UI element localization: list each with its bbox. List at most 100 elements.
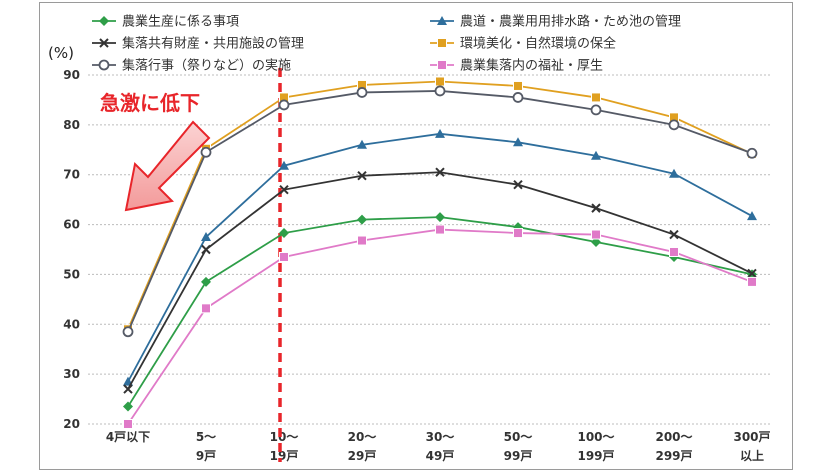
- data-point: [435, 224, 445, 235]
- y-tick-label: 30: [63, 367, 80, 381]
- y-unit-label: (%): [48, 44, 74, 62]
- data-point: [591, 150, 601, 160]
- y-tick-label: 90: [63, 68, 80, 82]
- data-point: [668, 119, 680, 131]
- data-point: [123, 419, 133, 429]
- data-point: [357, 235, 367, 246]
- series-lines: [122, 76, 758, 429]
- y-tick-label: 80: [63, 118, 80, 132]
- x-tick-label: 49戸: [426, 449, 455, 463]
- legend-label: 農業生産に係る事項: [122, 14, 239, 30]
- data-point: [99, 38, 109, 48]
- data-point: [357, 171, 367, 181]
- data-point: [669, 168, 679, 178]
- data-point: [201, 232, 211, 242]
- x-tick-label: 100～: [577, 430, 614, 444]
- data-point: [123, 384, 133, 394]
- series-line: [127, 171, 753, 390]
- gridlines: [88, 74, 772, 425]
- data-point: [513, 137, 523, 147]
- y-tick-label: 60: [63, 218, 80, 232]
- data-point: [435, 167, 445, 177]
- data-point: [279, 228, 289, 239]
- data-point: [591, 229, 601, 240]
- x-tick-label: 5～: [196, 430, 216, 444]
- legend-item: 集落行事（祭りなど）の実施: [92, 58, 291, 74]
- x-tick-label: 19戸: [270, 449, 299, 463]
- data-point: [590, 104, 602, 116]
- x-tick-label: 99戸: [504, 449, 533, 463]
- data-point: [437, 60, 447, 70]
- data-point: [512, 92, 524, 103]
- x-tick-label: 299戸: [655, 449, 692, 463]
- series-group: [123, 212, 757, 412]
- data-point: [279, 184, 289, 195]
- data-point: [513, 80, 523, 91]
- data-point: [357, 214, 367, 225]
- data-point: [513, 228, 523, 239]
- x-tick-label: 10～: [270, 430, 299, 444]
- series-group: [123, 224, 757, 429]
- series-line: [127, 90, 753, 333]
- x-tick-label: 200～: [655, 430, 692, 444]
- x-tick-label: 300戸: [733, 430, 770, 444]
- data-point: [98, 59, 110, 71]
- x-tick-label: 199戸: [577, 449, 614, 463]
- chart-frame: [39, 2, 793, 470]
- data-point: [200, 146, 212, 158]
- data-point: [279, 251, 289, 262]
- y-tick-label: 20: [63, 417, 80, 431]
- x-tick-label: 20～: [348, 430, 377, 444]
- series-line: [127, 228, 753, 425]
- x-tick-label: 29戸: [348, 449, 377, 463]
- x-tick-label: 以上: [740, 448, 764, 463]
- data-point: [591, 92, 601, 103]
- data-point: [201, 244, 211, 255]
- legend-label: 農道・農業用用排水路・ため池の管理: [460, 14, 681, 30]
- legend-label: 集落共有財産・共用施設の管理: [122, 36, 304, 52]
- data-point: [747, 276, 757, 287]
- data-point: [201, 276, 211, 287]
- data-point: [747, 211, 757, 221]
- series-line: [127, 216, 753, 408]
- legend-item: 農道・農業用用排水路・ため池の管理: [430, 14, 681, 30]
- data-point: [437, 38, 447, 48]
- legend-item: 環境美化・自然環境の保全: [430, 36, 616, 52]
- legend-item: 農業生産に係る事項: [92, 14, 239, 30]
- x-tick-label: 9戸: [196, 449, 216, 463]
- legend-item: 農業集落内の福祉・厚生: [430, 58, 603, 74]
- legend-item: 集落共有財産・共用施設の管理: [92, 36, 304, 52]
- data-point: [669, 229, 679, 240]
- data-point: [201, 303, 211, 314]
- legend-label: 農業集落内の福祉・厚生: [460, 58, 603, 74]
- annotation-label: 急激に低下: [100, 91, 200, 115]
- series-line: [127, 80, 753, 330]
- data-point: [591, 203, 601, 213]
- annotation: 急激に低下: [100, 91, 211, 212]
- data-point: [123, 401, 133, 412]
- data-point: [435, 76, 445, 87]
- data-point: [357, 139, 367, 149]
- x-axis: 4戸以下 5～ 9戸 10～ 19戸 20～ 29戸 30～ 49戸 50～ 99戸 100～ 199戸…: [106, 430, 771, 463]
- series-group: [123, 167, 757, 394]
- legend: 農業生産に係る事項 農道・農業用用排水路・ため池の管理集落共有財産・共用施設の管理…: [92, 14, 681, 74]
- legend-label: 環境美化・自然環境の保全: [460, 36, 616, 52]
- x-tick-label: 30～: [426, 430, 455, 444]
- data-point: [122, 326, 134, 338]
- y-tick-label: 40: [63, 317, 80, 331]
- data-point: [669, 246, 679, 257]
- series-group: [123, 76, 757, 335]
- data-point: [513, 179, 523, 190]
- data-point: [437, 16, 447, 25]
- data-point: [99, 16, 109, 26]
- data-point: [747, 268, 757, 279]
- data-point: [435, 212, 445, 223]
- down-arrow-icon: [124, 120, 211, 212]
- x-tick-label: 4戸以下: [106, 430, 150, 444]
- data-point: [279, 160, 289, 170]
- y-tick-label: 50: [63, 267, 80, 281]
- data-point: [746, 147, 758, 159]
- legend-label: 集落行事（祭りなど）の実施: [122, 58, 291, 74]
- x-tick-label: 50～: [504, 430, 533, 444]
